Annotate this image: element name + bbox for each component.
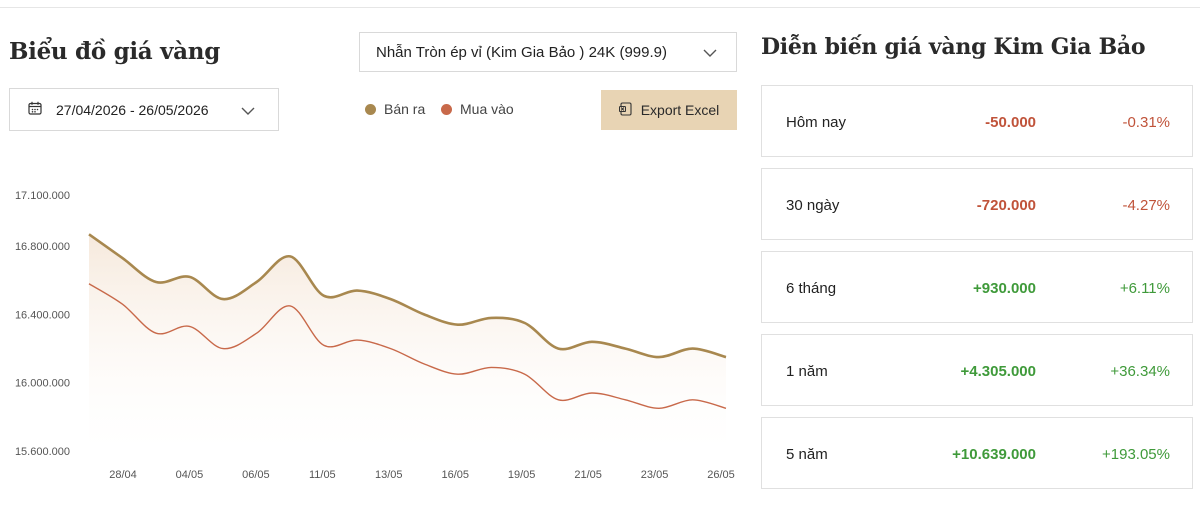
- stat-card: 30 ngày -720.000 -4.27%: [761, 168, 1193, 240]
- stat-change-percent: -0.31%: [1122, 114, 1170, 131]
- x-tick-label: 19/05: [508, 469, 536, 481]
- stat-period-label: Hôm nay: [786, 114, 847, 131]
- legend-sell[interactable]: Bán ra: [365, 101, 425, 117]
- stat-period-label: 5 năm: [786, 446, 828, 463]
- stat-card: 1 năm +4.305.000 +36.34%: [761, 334, 1193, 406]
- stat-change-value: -720.000: [976, 197, 1036, 214]
- stat-change-value: +930.000: [973, 280, 1036, 297]
- legend-buy[interactable]: Mua vào: [441, 101, 514, 117]
- stat-card: Hôm nay -50.000 -0.31%: [761, 85, 1193, 157]
- y-tick-label: 17.100.000: [15, 190, 70, 202]
- stat-period-label: 6 tháng: [786, 280, 837, 297]
- stat-change-value: +4.305.000: [960, 363, 1037, 380]
- x-tick-label: 21/05: [574, 469, 602, 481]
- x-tick-label: 06/05: [242, 469, 270, 481]
- product-select-value: Nhẫn Tròn ép vỉ (Kim Gia Bảo ) 24K (999.…: [376, 43, 667, 61]
- stat-period-label: 30 ngày: [786, 197, 840, 214]
- stat-card: 6 tháng +930.000 +6.11%: [761, 251, 1193, 323]
- x-tick-label: 13/05: [375, 469, 403, 481]
- stat-change-percent: +36.34%: [1110, 363, 1170, 380]
- chevron-down-icon: [702, 45, 718, 65]
- stat-change-percent: +6.11%: [1119, 280, 1170, 297]
- chevron-down-icon: [240, 103, 256, 122]
- legend-sell-label: Bán ra: [384, 101, 426, 117]
- price-chart: 17.100.000 16.800.000 16.400.000 16.000.000…: [15, 190, 735, 481]
- buy-series-line[interactable]: [88, 283, 727, 410]
- product-select[interactable]: Nhẫn Tròn ép vỉ (Kim Gia Bảo ) 24K (999.…: [359, 32, 737, 72]
- y-axis: 17.100.000 16.800.000 16.400.000 16.000.000…: [15, 190, 70, 458]
- date-range-picker[interactable]: 27/04/2026 - 26/05/2026: [9, 88, 279, 131]
- sell-series-line[interactable]: [88, 233, 727, 359]
- stat-change-value: +10.639.000: [952, 446, 1036, 463]
- chart-title: Biểu đồ giá vàng: [9, 38, 220, 65]
- y-tick-label: 16.000.000: [15, 378, 70, 390]
- excel-icon: [618, 101, 633, 119]
- x-tick-label: 23/05: [641, 469, 669, 481]
- top-divider: [0, 7, 1200, 8]
- export-excel-button[interactable]: Export Excel: [601, 90, 737, 130]
- y-tick-label: 16.400.000: [15, 309, 70, 321]
- plot-area: [88, 233, 727, 451]
- x-tick-label: 16/05: [441, 469, 469, 481]
- x-tick-label: 11/05: [309, 469, 336, 481]
- stat-change-value: -50.000: [985, 114, 1036, 131]
- x-tick-label: 04/05: [176, 469, 204, 481]
- date-range-value: 27/04/2026 - 26/05/2026: [56, 101, 209, 118]
- stat-change-percent: -4.27%: [1122, 197, 1170, 214]
- legend-buy-dot: [441, 103, 452, 115]
- legend-sell-dot: [365, 103, 376, 115]
- sell-area-fill: [89, 234, 726, 451]
- x-axis: 28/04 04/05 06/05 11/05 13/05 16/05 19/05 21/05…: [109, 469, 735, 481]
- calendar-icon: [28, 101, 42, 118]
- stat-change-percent: +193.05%: [1102, 446, 1170, 463]
- stat-card: 5 năm +10.639.000 +193.05%: [761, 417, 1193, 489]
- export-excel-label: Export Excel: [640, 102, 720, 118]
- y-tick-label: 16.800.000: [15, 241, 70, 253]
- stat-period-label: 1 năm: [786, 363, 828, 380]
- x-tick-label: 26/05: [707, 469, 735, 481]
- y-tick-label: 15.600.000: [15, 446, 70, 458]
- stats-title: Diễn biến giá vàng Kim Gia Bảo: [761, 34, 1146, 60]
- x-tick-label: 28/04: [109, 469, 137, 481]
- legend-buy-label: Mua vào: [460, 101, 514, 117]
